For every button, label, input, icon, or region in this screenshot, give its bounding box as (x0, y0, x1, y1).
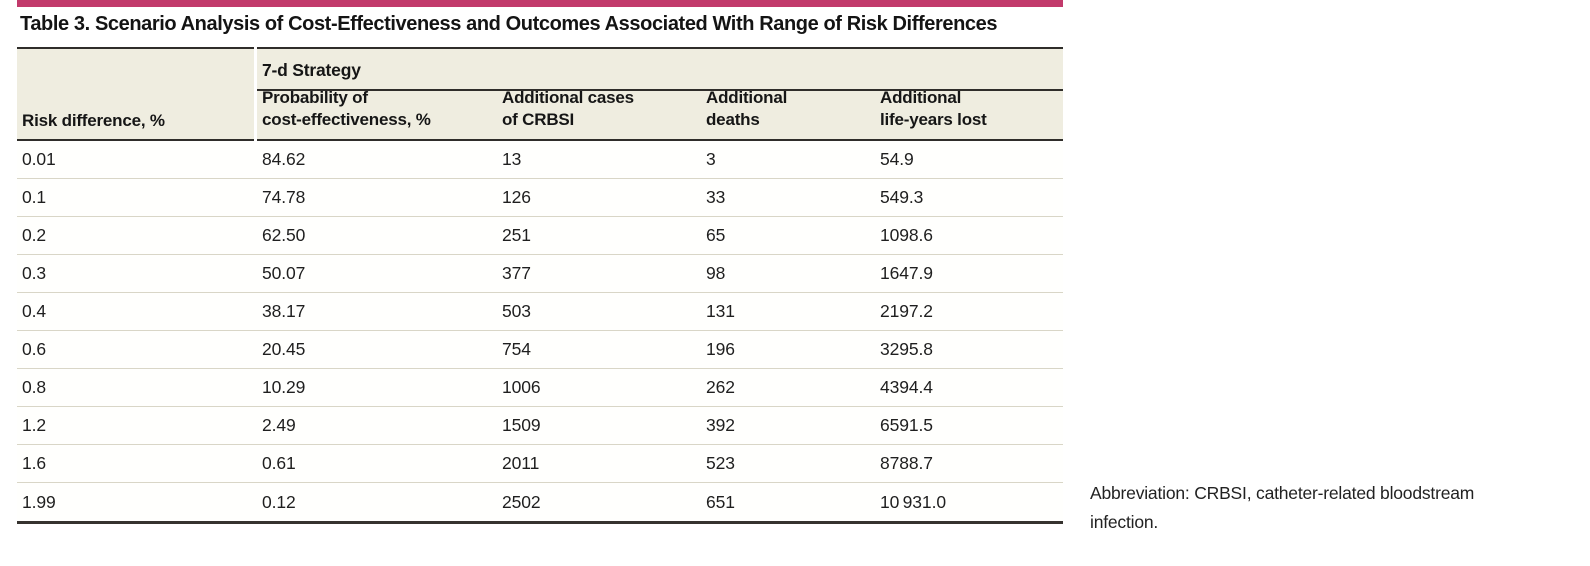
table-row: 1.99 0.12 2502 651 10 931.0 (17, 483, 1063, 521)
column-group-underline (257, 89, 1063, 91)
table-cell: 1006 (502, 377, 541, 397)
table3-figure: Table 3. Scenario Analysis of Cost-Effec… (17, 0, 1063, 524)
table-body: 0.01 84.62 13 3 54.9 0.1 74.78 126 33 549.3 0.2 62.… (17, 141, 1063, 524)
table-cell: 4394.4 (880, 377, 933, 397)
table-cell: 50.07 (262, 263, 306, 283)
table-cell: 651 (706, 491, 735, 512)
table-cell: 2.49 (262, 415, 296, 435)
table-row: 0.6 20.45 754 196 3295.8 (17, 331, 1063, 369)
table-row: 0.01 84.62 13 3 54.9 (17, 141, 1063, 179)
table-cell: 1098.6 (880, 225, 933, 245)
column-header-probability-cost-effectiveness: Probability of cost-effectiveness, % (262, 88, 431, 129)
table-cell: 8788.7 (880, 453, 933, 473)
table-cell: 1.99 (22, 491, 56, 512)
table-cell: 2197.2 (880, 301, 933, 321)
column-group-header-7d-strategy: 7-d Strategy (262, 60, 361, 80)
table-cell: 0.8 (22, 377, 47, 397)
table-cell: 33 (706, 187, 726, 207)
table-cell: 13 (502, 149, 522, 169)
table-cell: 1.2 (22, 415, 47, 435)
table-cell: 0.4 (22, 301, 47, 321)
table-title: Table 3. Scenario Analysis of Cost-Effec… (20, 13, 998, 35)
table-row: 0.8 10.29 1006 262 4394.4 (17, 369, 1063, 407)
column-header-risk-difference: Risk difference, % (22, 111, 165, 130)
table-cell: 262 (706, 377, 735, 397)
table-cell: 131 (706, 301, 735, 321)
table-row: 1.6 0.61 2011 523 8788.7 (17, 445, 1063, 483)
table-cell: 1647.9 (880, 263, 933, 283)
table-cell: 0.6 (22, 339, 47, 359)
table-accent-bar (17, 0, 1063, 7)
table-cell: 523 (706, 453, 735, 473)
abbreviation-note: Abbreviation: CRBSI, catheter-related bl… (1090, 483, 1475, 532)
table-row: 0.2 62.50 251 65 1098.6 (17, 217, 1063, 255)
table-cell: 2502 (502, 491, 541, 512)
table-cell: 0.12 (262, 491, 296, 512)
table-cell: 392 (706, 415, 735, 435)
table-cell: 3295.8 (880, 339, 933, 359)
table-cell: 54.9 (880, 149, 914, 169)
table-cell: 0.3 (22, 263, 47, 283)
header-column-divider (254, 47, 257, 141)
table-cell: 251 (502, 225, 531, 245)
table-cell: 0.2 (22, 225, 47, 245)
table-cell: 196 (706, 339, 735, 359)
table-cell: 74.78 (262, 187, 306, 207)
table-row: 0.3 50.07 377 98 1647.9 (17, 255, 1063, 293)
table-cell: 98 (706, 263, 726, 283)
table-cell: 38.17 (262, 301, 306, 321)
table-row: 0.4 38.17 503 131 2197.2 (17, 293, 1063, 331)
table-row: 0.1 74.78 126 33 549.3 (17, 179, 1063, 217)
table-cell: 3 (706, 149, 716, 169)
table-cell: 84.62 (262, 149, 306, 169)
table-cell: 20.45 (262, 339, 306, 359)
table-header: Risk difference, % 7-d Strategy Probabil… (17, 47, 1063, 141)
table-cell: 6591.5 (880, 415, 933, 435)
table-cell: 0.1 (22, 187, 47, 207)
column-header-additional-life-years-lost: Additional life-years lost (880, 88, 987, 129)
table-cell: 377 (502, 263, 531, 283)
table-cell: 503 (502, 301, 531, 321)
table-cell: 10.29 (262, 377, 306, 397)
table-cell: 126 (502, 187, 531, 207)
table-cell: 549.3 (880, 187, 924, 207)
table-cell: 1.6 (22, 453, 47, 473)
table-cell: 10 931.0 (880, 491, 946, 512)
table-cell: 65 (706, 225, 726, 245)
table-cell: 754 (502, 339, 531, 359)
column-header-additional-deaths: Additional deaths (706, 88, 788, 129)
table-cell: 1509 (502, 415, 541, 435)
table-cell: 62.50 (262, 225, 306, 245)
table-row: 1.2 2.49 1509 392 6591.5 (17, 407, 1063, 445)
table-cell: 0.01 (22, 149, 56, 169)
table-cell: 0.61 (262, 453, 296, 473)
column-header-additional-cases-crbsi: Additional cases of CRBSI (502, 88, 634, 129)
table-cell: 2011 (502, 453, 540, 473)
